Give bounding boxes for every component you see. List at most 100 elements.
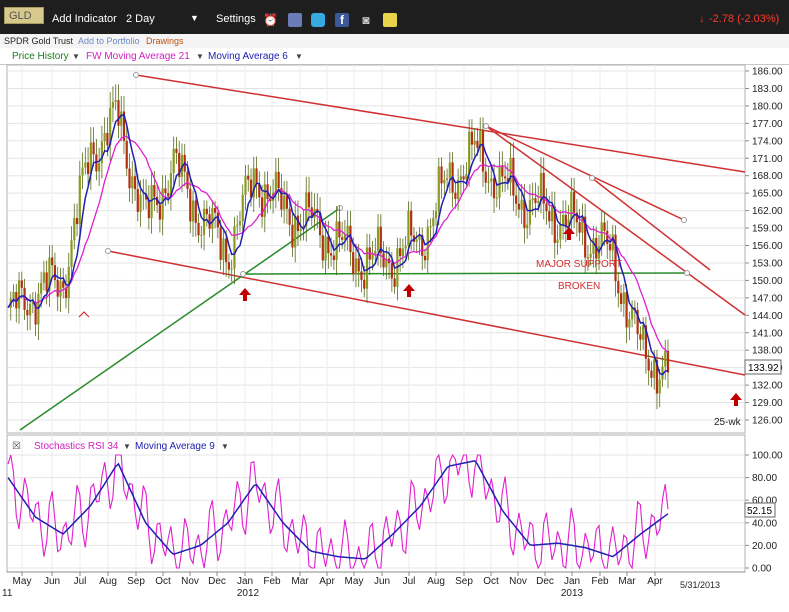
price-y-axis: 186.00 183.00 180.00 177.00 174.00 171.00 168.… [745, 67, 783, 427]
trendline-a [485, 125, 685, 221]
candle-body [335, 221, 338, 261]
y-tick-label: 80.00 [752, 473, 777, 484]
anchor-point[interactable] [483, 123, 489, 129]
compare-icon[interactable] [288, 13, 302, 27]
anchor-point[interactable] [684, 270, 690, 276]
y-tick-label: 138.00 [752, 346, 783, 357]
legend-ma21[interactable]: FW Moving Average 21 [86, 51, 190, 62]
candle-body [443, 179, 446, 184]
candle-body [294, 215, 297, 248]
twitter-icon[interactable] [311, 13, 325, 27]
candle-body [376, 226, 380, 251]
candle-body [586, 257, 590, 259]
candle-body [64, 287, 68, 299]
legend-rsi[interactable]: Stochastics RSI 34 [34, 441, 119, 452]
candle-body [219, 227, 222, 260]
legend-dropdown-icon[interactable]: ▼ [295, 52, 303, 61]
last-price-box [744, 359, 782, 375]
candle-body [40, 282, 43, 294]
candle-body [109, 107, 112, 146]
legend-dropdown-icon[interactable]: ▼ [72, 52, 80, 61]
candle-body [222, 238, 225, 260]
candle-body [277, 171, 280, 189]
note-icon[interactable] [383, 13, 397, 27]
candle-body [564, 214, 567, 227]
legend-dropdown-icon[interactable]: ▼ [196, 52, 204, 61]
candle-body [191, 200, 195, 222]
candle-body [357, 258, 360, 272]
legend-dropdown-icon[interactable]: ▼ [221, 442, 229, 451]
anchor-point[interactable] [105, 248, 111, 254]
legend-price-history[interactable]: Price History [12, 51, 69, 62]
candle-body [542, 172, 545, 204]
x-axis: May Jun Jul Aug Sep Oct Nov Dec Jan Feb Mar Apr May J… [2, 571, 745, 599]
security-name: SPDR Gold Trust [4, 36, 74, 46]
candle-body [51, 257, 54, 266]
add-indicator-button[interactable]: Add Indicator [52, 13, 117, 25]
x-tick-label: Jan [237, 576, 253, 587]
close-panel-icon[interactable]: ☒ [12, 441, 21, 452]
facebook-icon[interactable]: f [335, 13, 349, 27]
camera-icon[interactable]: ◙ [362, 13, 370, 27]
trendline-b [485, 125, 746, 316]
candle-body [481, 130, 485, 172]
x-tick-label: Jul [403, 576, 416, 587]
y-tick-label: 186.00 [752, 67, 783, 78]
y-tick-label: 40.00 [752, 518, 777, 529]
y-tick-label: 174.00 [752, 136, 783, 147]
y-tick-label: 129.00 [752, 398, 783, 409]
candle-body [584, 216, 587, 258]
candle-body [139, 194, 142, 212]
candle-body [639, 334, 642, 340]
arrows [78, 227, 742, 406]
candle-body [633, 307, 636, 310]
candle-body [346, 225, 349, 236]
candle-body [655, 359, 659, 394]
candle-body [175, 148, 178, 153]
candle-body [371, 254, 374, 260]
candle-body [92, 142, 95, 155]
legend-ma9[interactable]: Moving Average 9 [135, 441, 215, 452]
candle-body [462, 176, 465, 180]
x-tick-label: Feb [591, 576, 609, 587]
anchor-point[interactable] [589, 175, 595, 181]
anchor-point[interactable] [240, 271, 246, 277]
settings-button[interactable]: Settings [216, 13, 256, 25]
price-panel-frame [6, 64, 746, 434]
candle-body [214, 208, 217, 213]
candle-body [269, 199, 272, 201]
candle-body [227, 262, 231, 270]
candle-body [59, 281, 62, 297]
candle-body [484, 171, 487, 183]
anchor-point[interactable] [133, 72, 139, 78]
candle-body [653, 359, 656, 378]
timeframe-dropdown-icon[interactable]: ▼ [190, 13, 199, 23]
anchor-point[interactable] [681, 217, 687, 223]
candle-body [363, 279, 366, 289]
alarm-icon[interactable]: ⏰ [263, 13, 278, 27]
candle-body [233, 226, 236, 269]
y-tick-label: 183.00 [752, 84, 783, 95]
legend-dropdown-icon[interactable]: ▼ [123, 442, 131, 451]
anchor-point[interactable] [337, 205, 343, 211]
add-to-portfolio-link[interactable]: Add to Portfolio [78, 36, 140, 46]
x-tick-label: Jun [374, 576, 390, 587]
candle-body [454, 192, 457, 199]
legend-ma6[interactable]: Moving Average 6 [208, 51, 288, 62]
last-rsi-label: 52.15 [747, 506, 772, 517]
x-tick-label: Mar [291, 576, 309, 587]
candle-body [84, 162, 87, 168]
stoch-rsi-line [7, 453, 669, 570]
candle-body [62, 281, 65, 288]
candle-body [515, 195, 518, 204]
drawings-link[interactable]: Drawings [146, 36, 184, 46]
candle-body [31, 302, 34, 304]
trendlines [19, 72, 746, 431]
candle-body [628, 319, 631, 328]
x-tick-label: Nov [181, 576, 199, 587]
ma6-line [7, 113, 669, 376]
ticker-input[interactable]: GLD [4, 7, 44, 24]
timeframe-select[interactable]: 2 Day [126, 13, 155, 25]
candle-body [432, 218, 435, 227]
